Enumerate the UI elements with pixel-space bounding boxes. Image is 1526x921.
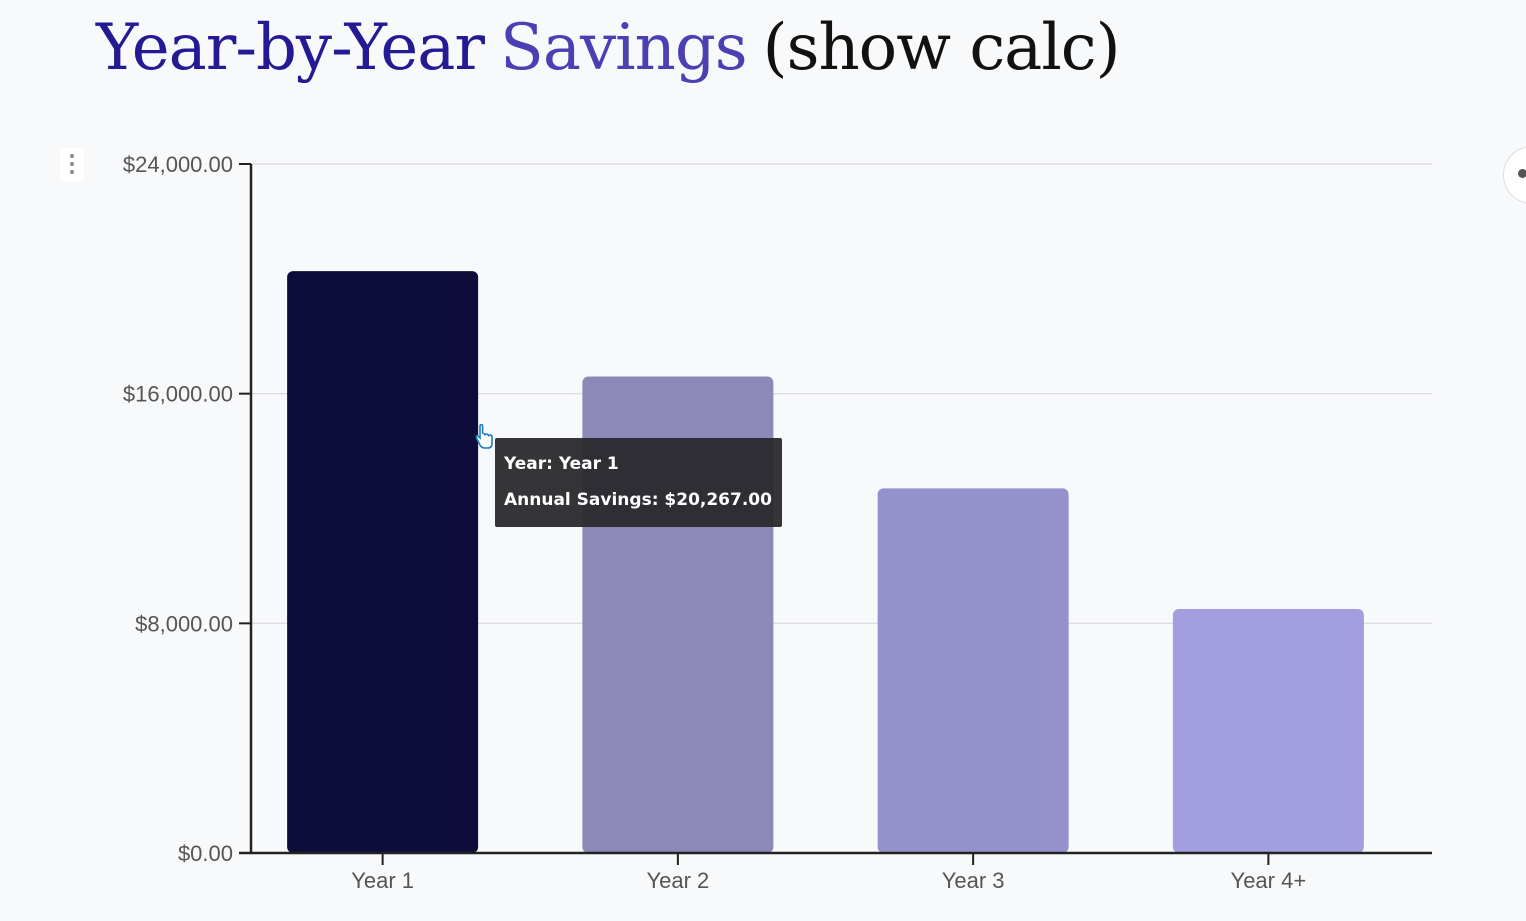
y-tick-label: $16,000.00	[123, 382, 233, 407]
y-tick-label: $0.00	[178, 841, 233, 866]
title-part-year-by-year: Year-by-Year	[96, 11, 485, 85]
bar-year-4[interactable]	[1172, 608, 1364, 853]
chart-tooltip: Year: Year 1 Annual Savings: $20,267.00	[495, 438, 782, 527]
bar-year-3[interactable]	[877, 488, 1069, 853]
tooltip-annual-savings: Annual Savings: $20,267.00	[504, 490, 772, 510]
vertical-dots-icon	[70, 154, 74, 158]
show-calc-link[interactable]: (show calc)	[762, 11, 1121, 85]
title-part-savings: Savings	[499, 11, 748, 85]
bar-year-1[interactable]	[287, 271, 479, 853]
x-tick-label: Year 2	[646, 868, 709, 893]
y-tick-label: $8,000.00	[135, 611, 233, 636]
chat-bubble-icon	[1518, 169, 1526, 178]
x-tick-label: Year 3	[942, 868, 1005, 893]
y-tick-label: $24,000.00	[123, 152, 233, 177]
page-title: Year-by-Year Savings (show calc)	[96, 6, 1121, 90]
chart-menu-button[interactable]	[60, 148, 84, 182]
x-tick-label: Year 1	[351, 868, 414, 893]
hand-pointer-icon	[475, 424, 493, 449]
tooltip-year: Year: Year 1	[504, 454, 619, 474]
x-tick-label: Year 4+	[1231, 868, 1307, 893]
